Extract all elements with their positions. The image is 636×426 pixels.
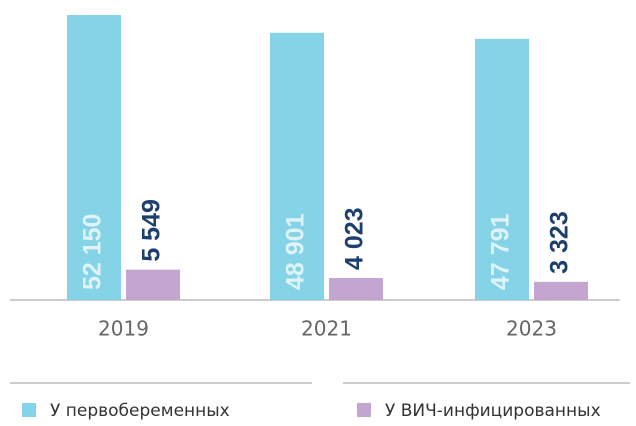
value-label: 48 901 <box>282 213 310 290</box>
bar <box>534 281 588 300</box>
value-label: 4 023 <box>341 207 369 270</box>
x-tick-label: 2019 <box>98 317 149 341</box>
value-label: 3 323 <box>546 211 574 274</box>
legend-label: У ВИЧ-инфицированных <box>385 401 601 421</box>
value-label: 47 791 <box>487 213 515 290</box>
bar <box>329 278 383 300</box>
bar <box>126 269 180 300</box>
bar <box>475 38 529 300</box>
bar <box>67 15 121 300</box>
legend-label: У первобеременных <box>50 401 230 421</box>
bar <box>270 32 324 301</box>
legend-swatch <box>22 403 36 417</box>
legend-swatch <box>357 403 371 417</box>
value-label: 5 549 <box>138 199 166 262</box>
x-tick-label: 2021 <box>301 317 352 341</box>
value-label: 52 150 <box>79 214 107 290</box>
x-tick-label: 2023 <box>506 317 557 341</box>
